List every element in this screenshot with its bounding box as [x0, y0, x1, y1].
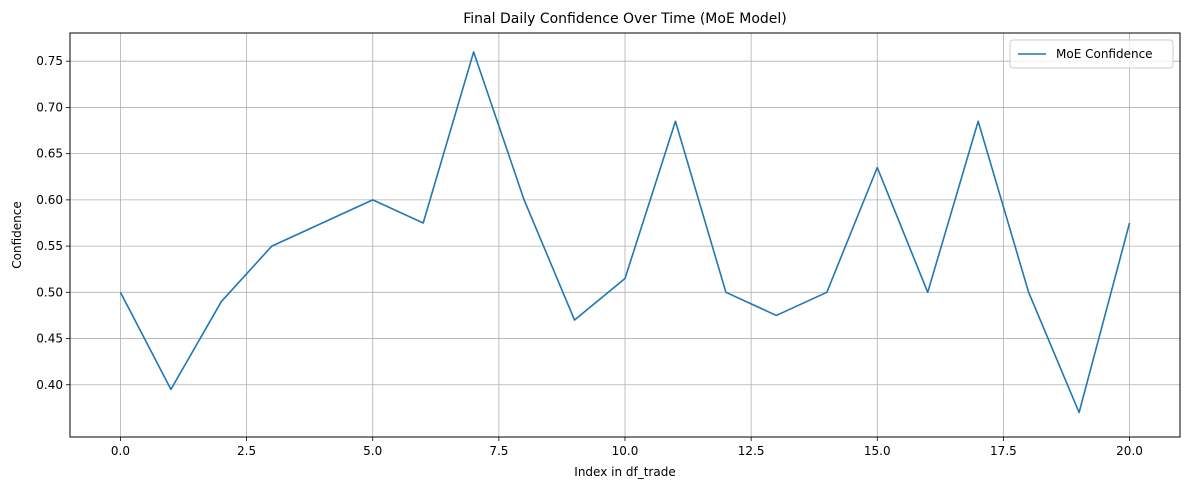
y-tick-label: 0.40	[36, 378, 63, 392]
legend-box	[1009, 39, 1174, 69]
y-tick-label: 0.70	[36, 100, 63, 114]
y-axis-label: Confidence	[10, 201, 24, 268]
grid-lines	[70, 33, 1180, 437]
series-line-moe-confidence	[119, 51, 1131, 414]
y-axis-ticks: 0.40 0.45 0.50 0.55 0.60 0.65 0.70 0.75	[36, 54, 70, 392]
x-tick-label: 10.0	[612, 444, 639, 458]
y-tick-label: 0.75	[36, 54, 63, 68]
series-layer	[119, 51, 1131, 414]
y-tick-label: 0.55	[36, 239, 63, 253]
x-tick-label: 15.0	[864, 444, 891, 458]
x-tick-label: 20.0	[1116, 444, 1143, 458]
y-tick-label: 0.60	[36, 193, 63, 207]
y-tick-label: 0.50	[36, 285, 63, 299]
x-tick-label: 5.0	[363, 444, 382, 458]
legend: MoE Confidence	[1009, 39, 1174, 69]
x-axis-label: Index in df_trade	[574, 465, 675, 479]
x-tick-label: 12.5	[738, 444, 765, 458]
x-tick-label: 7.5	[489, 444, 508, 458]
x-tick-label: 17.5	[990, 444, 1017, 458]
x-tick-label: 0.0	[111, 444, 130, 458]
x-tick-label: 2.5	[237, 444, 256, 458]
x-axis-ticks: 0.0 2.5 5.0 7.5 10.0 12.5 15.0 17.5 20.0	[111, 437, 1143, 458]
y-tick-label: 0.45	[36, 332, 63, 346]
legend-label-moe-confidence: MoE Confidence	[1056, 47, 1153, 61]
chart-title: Final Daily Confidence Over Time (MoE Mo…	[463, 11, 787, 27]
y-tick-label: 0.65	[36, 147, 63, 161]
